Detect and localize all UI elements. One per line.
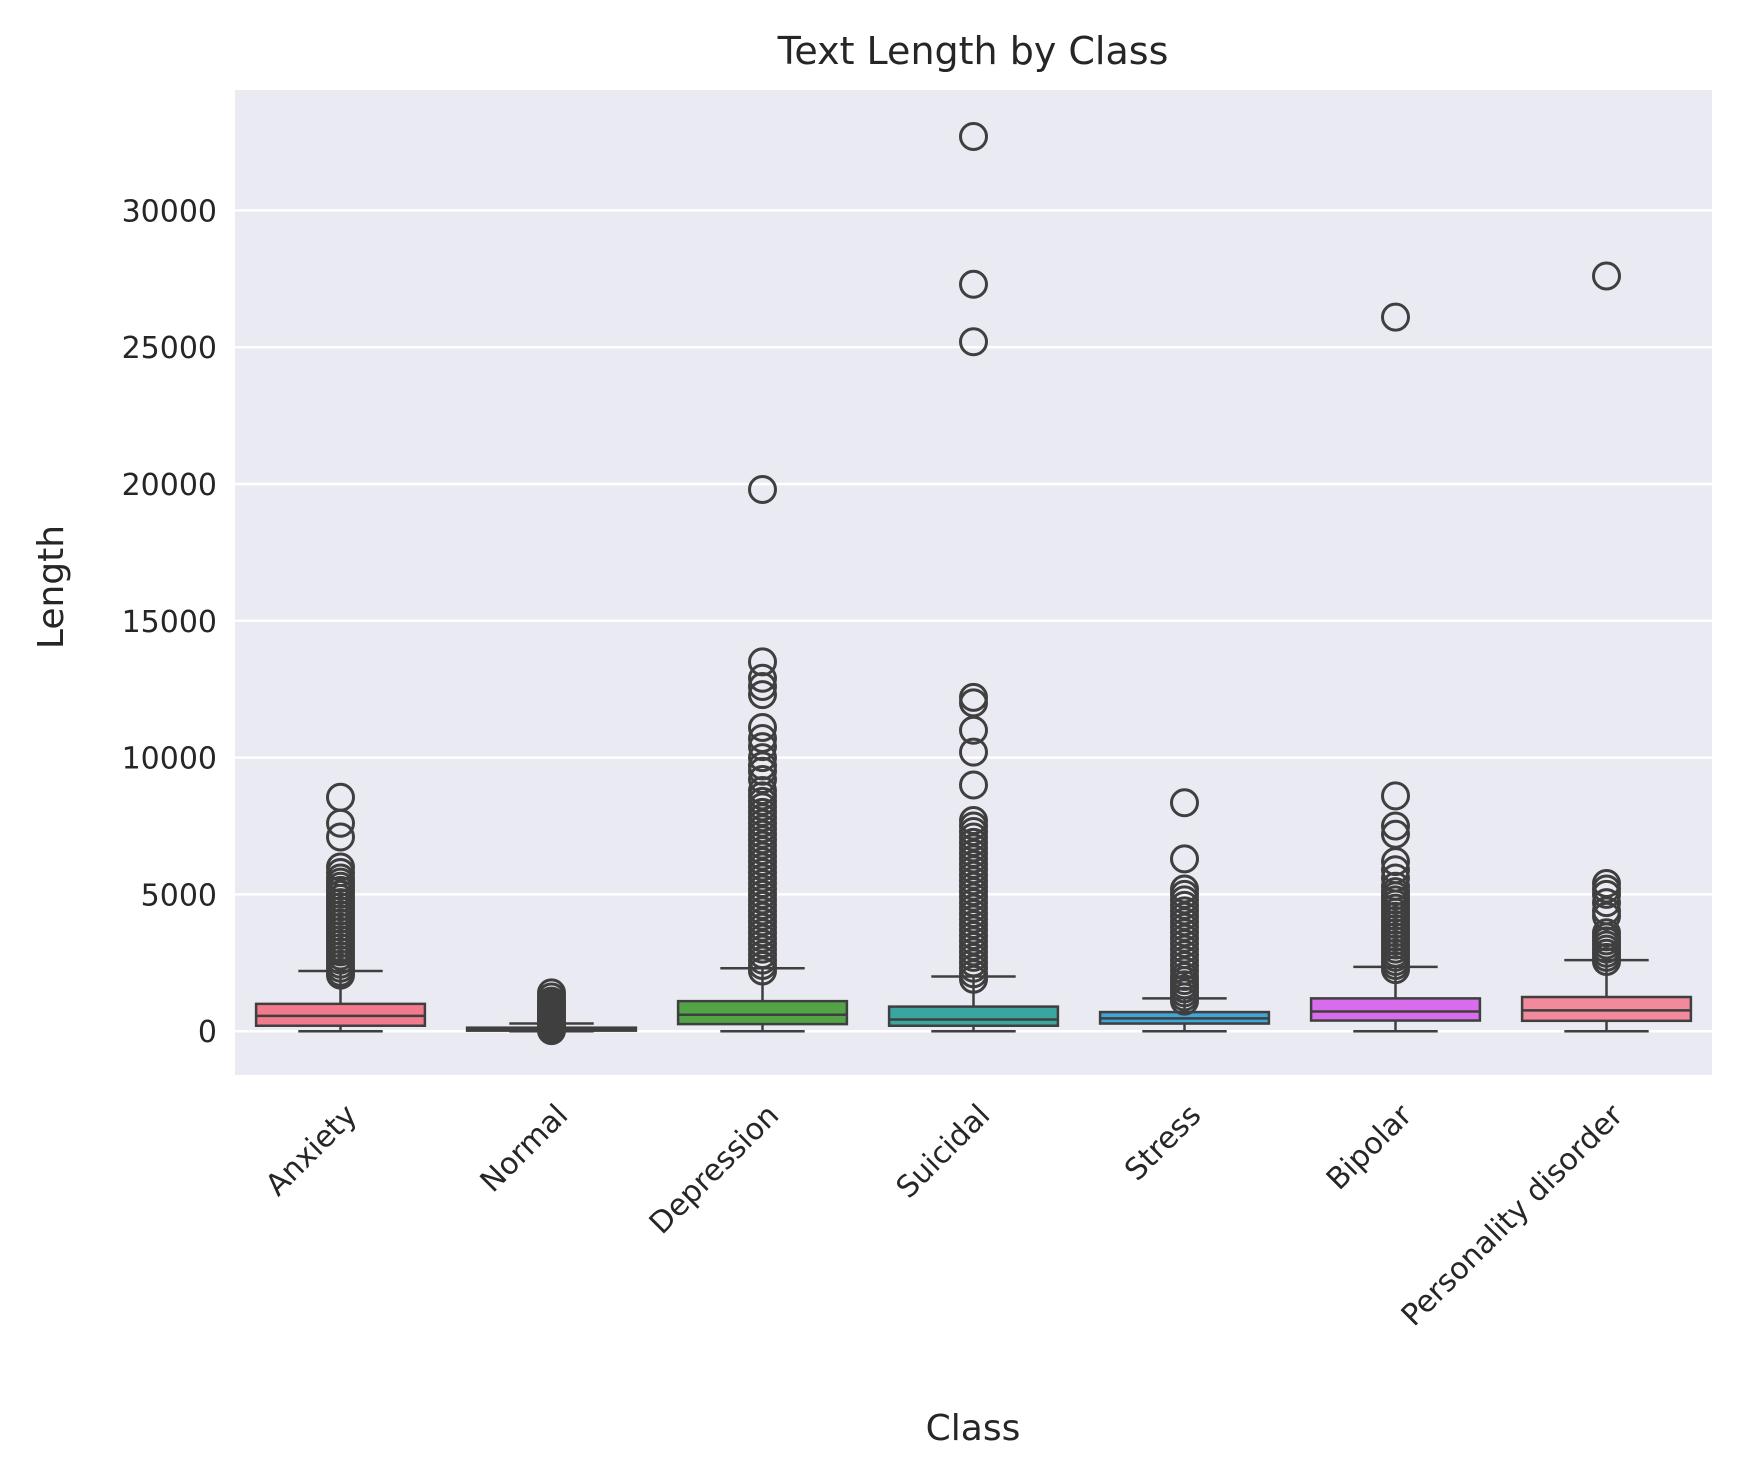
box-stress — [1098, 788, 1271, 1033]
outlier-point — [1381, 819, 1410, 849]
x-tick-label: Bipolar — [1320, 1097, 1420, 1197]
outlier-point — [959, 770, 988, 800]
outlier-point — [748, 647, 777, 677]
y-axis-ticks: 0 5000 10000 15000 20000 25000 30000 — [122, 194, 217, 1050]
x-axis-title: Class — [926, 1408, 1021, 1449]
iqr-box — [1520, 995, 1693, 1023]
outlier-point — [1381, 811, 1410, 841]
x-tick-label: Personality disorder — [1395, 1097, 1631, 1333]
outlier-point — [1592, 888, 1621, 918]
outlier-point — [748, 732, 777, 762]
outlier-point — [1592, 918, 1621, 948]
outlier-point — [959, 122, 988, 152]
x-tick-label: Stress — [1118, 1098, 1208, 1188]
iqr-box — [1309, 997, 1482, 1022]
y-axis-title: Length — [31, 525, 72, 649]
outlier-point — [326, 822, 355, 852]
outlier-point — [1381, 863, 1410, 893]
y-tick-label: 30000 — [122, 194, 217, 229]
outlier-point — [748, 474, 777, 504]
outlier-point — [748, 765, 777, 794]
outlier-point — [1170, 874, 1199, 904]
outlier-point — [326, 782, 355, 812]
chart-title: Text Length by Class — [777, 29, 1169, 73]
x-tick-label: Normal — [474, 1098, 576, 1200]
outlier-point — [959, 327, 988, 357]
y-tick-label: 0 — [198, 1015, 217, 1050]
box-personality-disorder — [1520, 261, 1693, 1033]
box-depression — [676, 474, 849, 1033]
box-bipolar — [1309, 302, 1482, 1033]
outlier-point — [959, 682, 988, 712]
outlier-point — [1170, 844, 1199, 874]
outlier-point — [959, 806, 988, 836]
y-tick-label: 5000 — [141, 878, 217, 913]
outlier-point — [748, 663, 777, 693]
outlier-point — [1170, 788, 1199, 818]
box-normal — [465, 978, 638, 1046]
outlier-point — [1381, 302, 1410, 332]
outlier-point — [748, 723, 777, 753]
box-anxiety — [254, 782, 427, 1033]
outlier-point — [1592, 261, 1621, 291]
boxes — [254, 122, 1693, 1046]
outlier-point — [537, 978, 566, 1008]
box-suicidal — [887, 122, 1060, 1033]
x-axis-ticks: Anxiety Normal Depression Suicidal Stress Bip… — [259, 1097, 1631, 1333]
outlier-point — [1592, 868, 1621, 898]
y-tick-label: 10000 — [122, 742, 217, 777]
x-tick-label: Depression — [643, 1098, 786, 1241]
outlier-point — [748, 743, 777, 773]
iqr-box — [887, 1005, 1060, 1028]
outlier-point — [748, 680, 777, 710]
y-tick-label: 25000 — [122, 331, 217, 366]
y-tick-label: 15000 — [122, 605, 217, 640]
y-tick-label: 20000 — [122, 468, 217, 503]
outlier-point — [959, 737, 988, 767]
iqr-box — [676, 999, 849, 1026]
outlier-point — [1381, 855, 1410, 885]
outlier-point — [1381, 781, 1410, 811]
outlier-point — [959, 269, 988, 299]
outlier-point — [326, 852, 355, 882]
x-tick-label: Suicidal — [890, 1098, 997, 1205]
outlier-point — [748, 713, 777, 743]
x-tick-label: Anxiety — [259, 1098, 364, 1203]
